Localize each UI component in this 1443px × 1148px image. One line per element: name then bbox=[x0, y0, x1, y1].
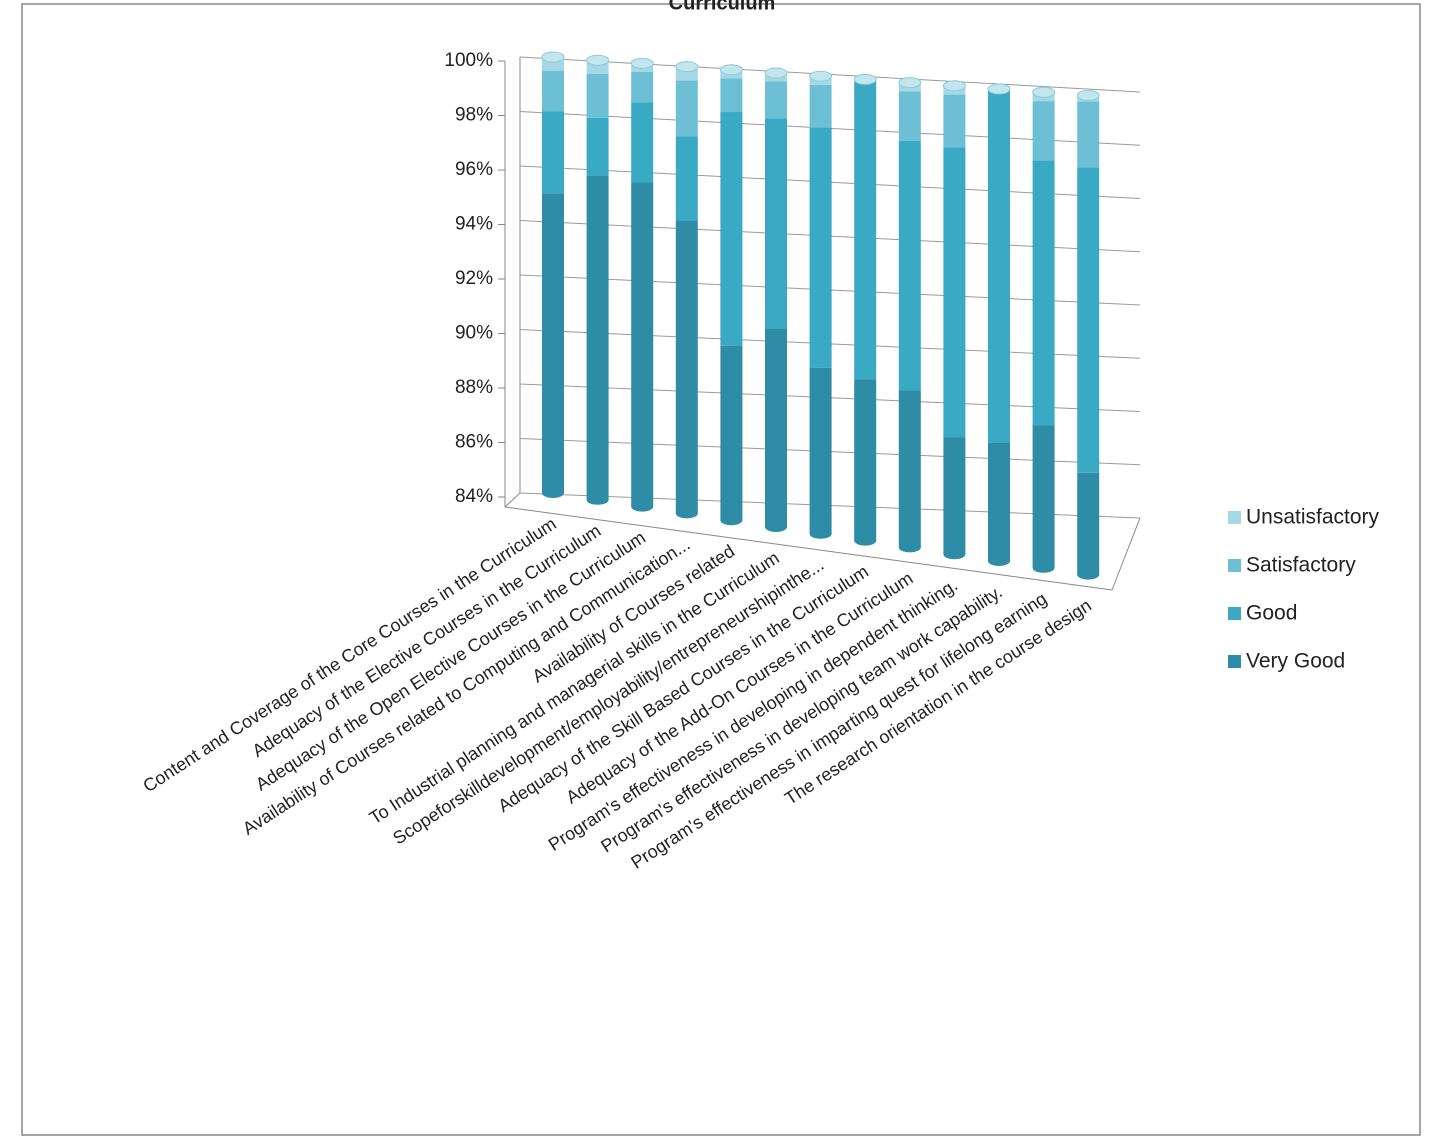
bar-cap bbox=[1032, 86, 1056, 98]
bar-cap bbox=[898, 77, 922, 89]
bar-base bbox=[675, 508, 698, 519]
bar-segment bbox=[809, 127, 832, 368]
bar-segment bbox=[1077, 101, 1100, 168]
bar-base bbox=[943, 549, 966, 560]
bar-segment bbox=[675, 136, 698, 221]
y-tick-label: 96% bbox=[455, 159, 493, 180]
bar-segment bbox=[1077, 167, 1100, 473]
bar-segment bbox=[586, 117, 609, 176]
y-tick-label: 100% bbox=[444, 50, 493, 71]
bar-cap bbox=[586, 54, 610, 66]
axis-line bbox=[504, 506, 1113, 591]
bar-base bbox=[1032, 562, 1055, 573]
y-tick-label: 88% bbox=[455, 377, 493, 398]
bar-segment bbox=[586, 175, 609, 500]
bar-segment bbox=[809, 367, 832, 534]
legend-label: Satisfactory bbox=[1246, 554, 1356, 577]
bar-segment bbox=[675, 80, 698, 137]
bar-base bbox=[765, 522, 787, 532]
bar-cap bbox=[719, 64, 743, 76]
bar-segment bbox=[765, 328, 787, 527]
bar-segment bbox=[542, 193, 564, 493]
bar-base bbox=[898, 542, 921, 553]
bar-segment bbox=[943, 147, 966, 438]
bar-cap bbox=[853, 73, 877, 85]
legend-swatch bbox=[1228, 607, 1241, 620]
y-tick-label: 84% bbox=[455, 486, 493, 507]
axis-line bbox=[504, 492, 521, 508]
bar-cap bbox=[675, 61, 699, 73]
legend-label: Good bbox=[1246, 602, 1297, 625]
bar-base bbox=[631, 501, 654, 512]
bar-segment bbox=[720, 112, 743, 346]
bar-cap bbox=[630, 57, 654, 69]
axis-line bbox=[1111, 517, 1141, 591]
legend-swatch bbox=[1228, 559, 1241, 572]
bar-base bbox=[1077, 569, 1100, 580]
legend-swatch bbox=[1228, 655, 1241, 668]
bar-cap bbox=[942, 80, 966, 92]
bar-segment bbox=[542, 111, 564, 194]
legend-label: Very Good bbox=[1246, 650, 1345, 673]
bar-base bbox=[586, 494, 609, 505]
y-tick-label: 92% bbox=[455, 268, 493, 289]
bar-segment bbox=[1032, 160, 1055, 426]
bar-segment bbox=[765, 81, 787, 119]
bar-cap bbox=[1076, 89, 1100, 101]
bar-segment bbox=[988, 443, 1010, 561]
legend-label: Unsatisfactory bbox=[1246, 506, 1380, 529]
bar-segment bbox=[943, 437, 966, 555]
bar-base bbox=[809, 528, 832, 539]
bar-cap bbox=[809, 70, 833, 82]
bar-segment bbox=[809, 84, 832, 128]
bar-segment bbox=[720, 78, 743, 113]
bar-base bbox=[542, 488, 564, 498]
bar-segment bbox=[943, 94, 966, 148]
bar-segment bbox=[898, 91, 921, 141]
y-tick-label: 98% bbox=[455, 105, 493, 126]
bar-segment bbox=[854, 79, 877, 380]
bar-segment bbox=[898, 390, 921, 548]
bar-segment bbox=[631, 102, 654, 183]
bar-segment bbox=[898, 140, 921, 391]
bar-base bbox=[988, 556, 1010, 566]
chart-title: Curriculum bbox=[669, 0, 776, 14]
bar-segment bbox=[854, 379, 877, 541]
bar-cap bbox=[764, 67, 788, 79]
bar-segment bbox=[765, 118, 787, 329]
chart-frame bbox=[21, 3, 1421, 1136]
bar-segment bbox=[631, 71, 654, 103]
bar-segment bbox=[1032, 425, 1055, 568]
y-tick-label: 90% bbox=[455, 323, 493, 344]
bar-base bbox=[854, 535, 877, 546]
bar-segment bbox=[720, 345, 743, 521]
bar-segment bbox=[631, 182, 654, 507]
bar-segment bbox=[586, 73, 609, 118]
bar-segment bbox=[1077, 472, 1100, 575]
y-tick-label: 94% bbox=[455, 214, 493, 235]
bar-segment bbox=[988, 89, 1010, 443]
legend-swatch bbox=[1228, 511, 1241, 524]
bar-base bbox=[720, 515, 743, 526]
bar-segment bbox=[542, 70, 564, 112]
bar-segment bbox=[675, 220, 698, 514]
bar-cap bbox=[987, 83, 1011, 95]
bar-segment bbox=[1032, 101, 1055, 161]
y-tick-label: 86% bbox=[455, 432, 493, 453]
bar-cap bbox=[541, 51, 565, 63]
